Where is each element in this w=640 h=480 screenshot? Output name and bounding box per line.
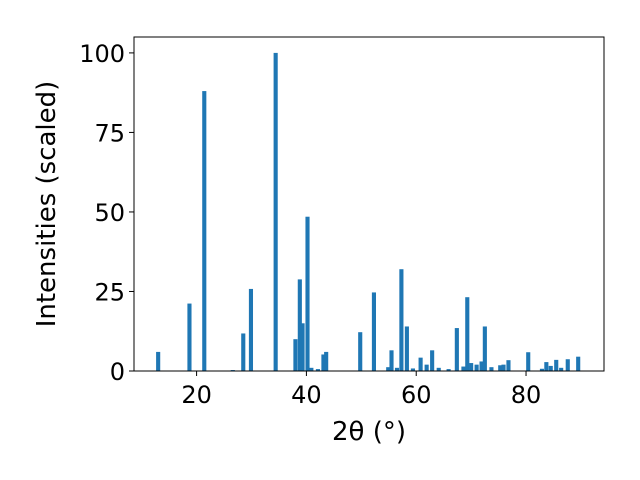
bar [501,364,506,371]
bar [273,52,278,372]
x-axis: 20 40 60 80 [181,371,541,409]
bar [386,367,391,371]
bar [469,363,474,371]
bar [498,365,503,371]
x-axis-label: 2θ (°) [332,417,406,447]
bar [305,216,310,371]
bar [436,367,441,371]
bar [371,292,376,371]
bar [399,269,404,371]
bar [465,297,470,371]
bar [358,332,363,371]
bar [241,333,246,371]
bar [248,288,254,371]
bar [309,367,314,371]
bar [479,361,484,371]
bar [461,366,466,371]
bar [539,368,545,371]
x-tick-label: 80 [511,381,542,409]
bar [576,356,581,371]
y-tick-label: 50 [94,199,125,227]
bar [187,303,192,371]
x-tick-label: 20 [181,381,212,409]
y-axis: 0 25 50 75 100 [79,40,134,386]
bar [565,359,570,371]
bar [297,279,302,371]
bar [482,326,487,371]
bar [526,352,531,371]
bar [410,368,415,371]
bar [424,364,429,371]
plot-frame [133,36,605,372]
bar [559,367,564,371]
bar [554,359,559,371]
y-tick-label: 100 [79,40,125,68]
bar [454,328,459,371]
bar [418,357,423,371]
y-tick-label: 25 [94,278,125,306]
bar [506,360,511,371]
bar-series [156,52,581,372]
bar [293,339,298,371]
bar [156,351,161,371]
bar [300,323,305,371]
x-tick-label: 40 [291,381,322,409]
bar [544,362,549,371]
bar [389,350,394,371]
bar [474,364,479,371]
bar [404,326,409,371]
bar [315,369,320,371]
bar [202,91,207,371]
bar [548,365,553,371]
y-tick-label: 75 [94,119,125,147]
y-tick-label: 0 [110,358,125,386]
x-tick-label: 60 [401,381,432,409]
y-axis-label: Intensities (scaled) [32,81,62,328]
bar [394,367,400,371]
bar [446,369,451,371]
bar [430,350,435,371]
bar [321,354,326,371]
bar [489,367,494,371]
bar [324,351,329,371]
